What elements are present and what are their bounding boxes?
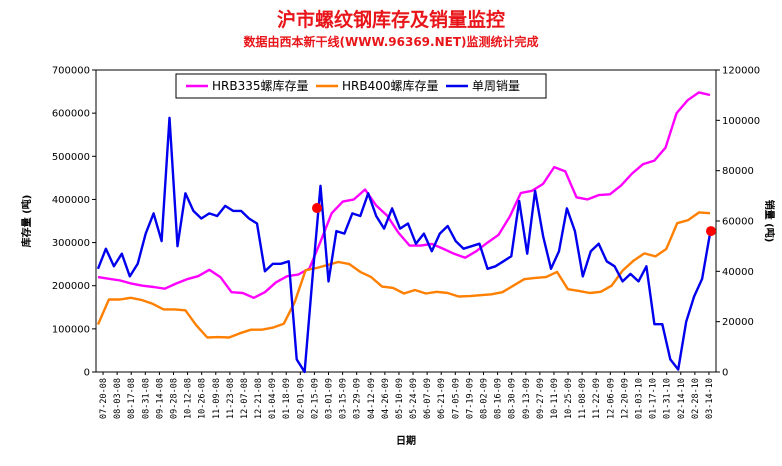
x-tick-label: 06-21-09 [437,378,447,419]
x-tick-label: 10-11-09 [550,378,560,419]
legend-label-0: HRB335螺库存量 [212,78,309,93]
legend-label-2: 单周销量 [472,79,520,93]
y-right-tick-label: 120000 [722,66,760,77]
y-left-tick-label: 300000 [52,238,90,249]
x-tick-label: 11-23-08 [226,378,236,419]
x-tick-label: 10-26-08 [198,378,208,419]
x-tick-label: 08-30-09 [508,378,518,419]
x-axis-title: 日期 [396,434,416,447]
x-tick-label: 02-15-09 [310,378,320,419]
series-line-0 [97,91,711,299]
x-tick-label: 01-18-09 [282,378,292,419]
x-tick-label: 02-14-10 [677,378,687,419]
y-right-tick-label: 40000 [722,267,754,278]
y-left-tick-label: 700000 [52,66,90,77]
x-tick-label: 09-27-09 [536,378,546,419]
chart-subtitle: 数据由西本新干线(WWW.96369.NET)监测统计完成 [244,34,539,49]
y-right-tick-label: 20000 [722,317,754,328]
x-tick-label: 12-06-09 [606,378,616,419]
x-tick-label: 08-02-09 [480,378,490,419]
y-right-tick-label: 80000 [722,166,754,177]
x-tick-label: 07-20-08 [99,378,109,419]
y-right-tick-label: 0 [722,368,728,379]
x-tick-label: 09-14-08 [155,378,165,419]
x-tick-label: 02-28-10 [691,378,701,419]
plot-area [95,69,717,373]
x-tick-label: 08-16-09 [494,378,504,419]
x-tick-label: 03-14-10 [705,378,715,419]
x-tick-label: 12-07-08 [240,378,250,419]
highlight-marker [706,226,716,237]
x-tick-label: 12-20-09 [620,378,630,419]
x-tick-label: 03-29-09 [353,378,363,419]
y-left-tick-label: 100000 [52,324,90,335]
x-tick-label: 05-24-09 [409,378,419,419]
x-tick-label: 01-17-10 [649,378,659,419]
series-line-1 [96,211,711,339]
highlight-marker [312,203,322,214]
y-left-tick-label: 200000 [52,281,90,292]
legend-label-1: HRB400螺库存量 [342,78,439,93]
x-tick-label: 11-09-08 [212,378,222,419]
y-axis-left: 0 100000 200000 300000 400000 500000 600000 700… [52,66,96,379]
x-tick-label: 08-31-08 [141,378,151,419]
legend-box [175,73,547,99]
x-tick-label: 09-28-08 [170,378,180,419]
y-right-tick-label: 100000 [722,116,760,127]
x-tick-label: 01-04-09 [268,378,278,419]
y-left-tick-label: 600000 [52,109,90,120]
x-tick-label: 04-26-09 [381,378,391,419]
x-tick-label: 09-13-09 [522,378,532,419]
x-tick-label: 03-15-09 [339,378,349,419]
y-axis-left-title: 库存量 (吨) [20,195,33,248]
series-line-2 [96,116,712,374]
y-axis-right: 0 20000 40000 60000 80000 100000 120000 [716,66,760,379]
x-axis: 07-20-08 08-03-08 08-17-08 08-31-08 09-14-08… [99,372,715,419]
series-group [96,91,712,374]
x-tick-label: 03-01-09 [325,378,335,419]
x-tick-label: 01-03-10 [635,378,645,419]
x-tick-label: 10-12-08 [184,378,194,419]
x-tick-label: 12-21-08 [254,378,264,419]
x-tick-label: 05-10-09 [395,378,405,419]
legend: HRB335螺库存量 HRB400螺库存量 单周销量 [175,73,547,99]
x-tick-label: 01-31-10 [663,378,673,419]
x-tick-label: 02-01-09 [296,378,306,419]
y-left-tick-label: 500000 [52,152,90,163]
y-axis-right-title: 销量 (吨) [763,200,776,243]
y-right-tick-label: 60000 [722,217,754,228]
x-tick-label: 11-22-09 [592,378,602,419]
x-tick-label: 06-07-09 [423,378,433,419]
y-left-tick-label: 400000 [52,195,90,206]
chart-title: 沪市螺纹钢库存及销量监控 [277,8,505,31]
x-tick-label: 07-19-09 [465,378,475,419]
x-tick-label: 07-05-09 [451,378,461,419]
x-tick-label: 11-08-09 [578,378,588,419]
x-tick-label: 10-25-09 [564,378,574,419]
x-tick-label: 04-12-09 [367,378,377,419]
x-tick-label: 08-03-08 [113,378,123,419]
marker-group [312,203,716,237]
x-tick-label: 08-17-08 [127,378,137,419]
y-left-tick-label: 0 [84,368,90,379]
